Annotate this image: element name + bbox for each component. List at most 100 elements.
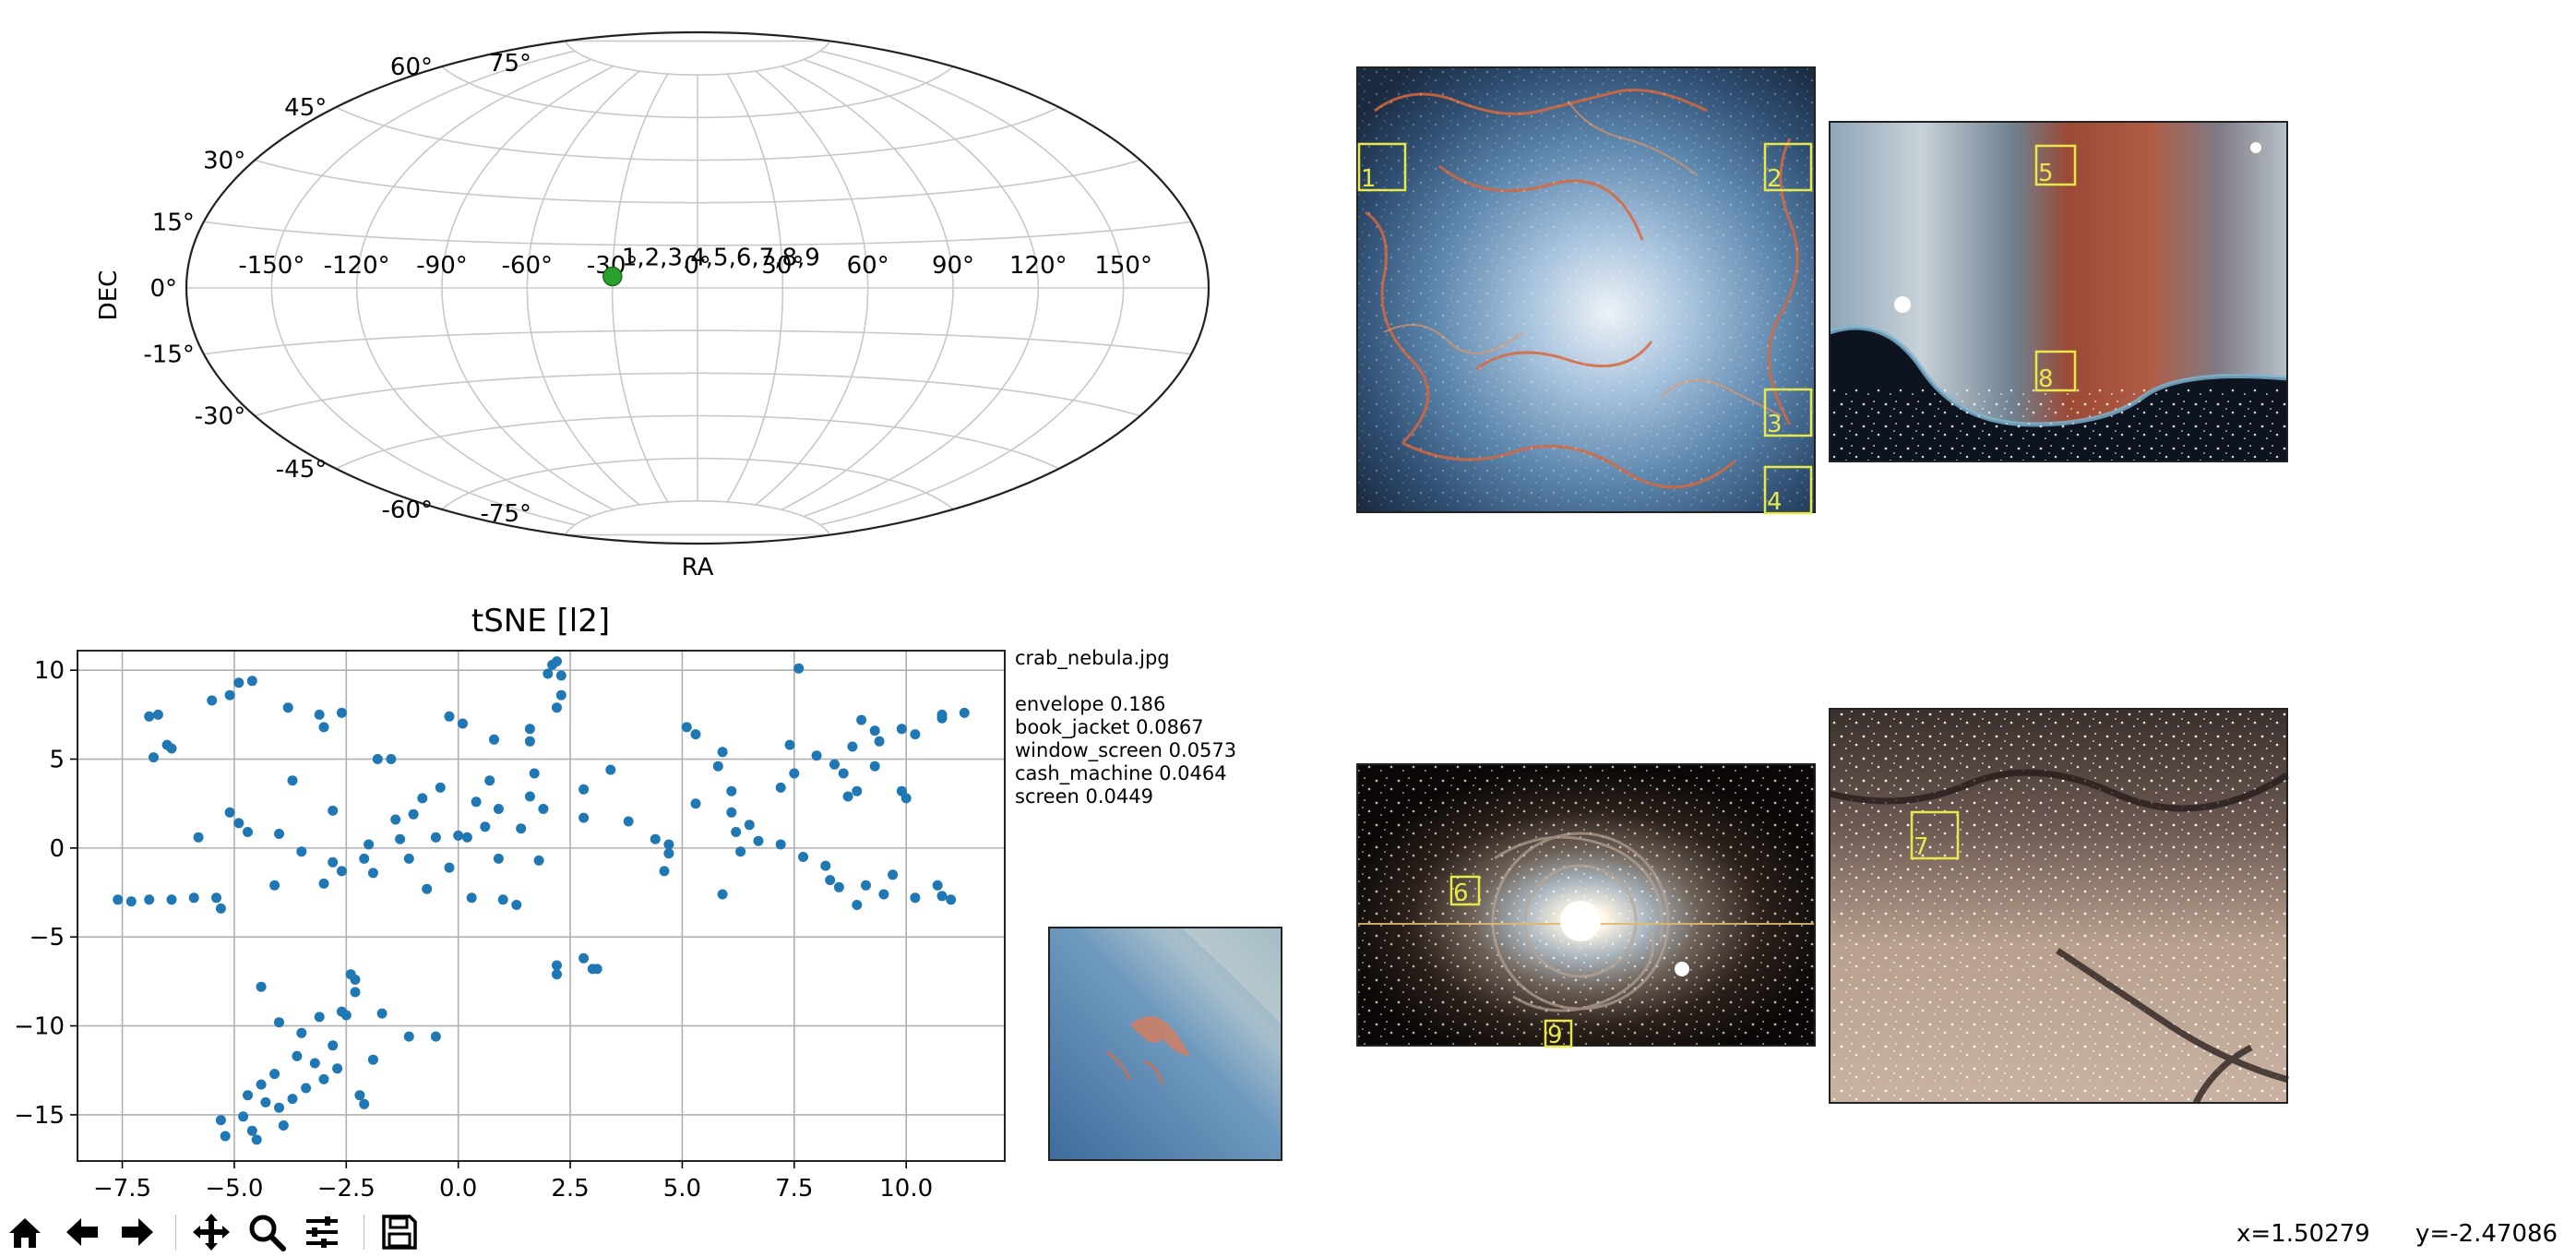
scatter-point[interactable] xyxy=(493,804,504,814)
scatter-point[interactable] xyxy=(842,791,853,802)
scatter-point[interactable] xyxy=(292,1050,303,1061)
scatter-point[interactable] xyxy=(152,709,163,720)
detection-box[interactable] xyxy=(1910,810,1960,860)
scatter-point[interactable] xyxy=(278,1120,289,1131)
scatter-point[interactable] xyxy=(430,832,441,843)
scatter-point[interactable] xyxy=(274,829,284,839)
scatter-point[interactable] xyxy=(681,722,692,733)
scatter-point[interactable] xyxy=(328,1040,339,1051)
scatter-point[interactable] xyxy=(444,711,455,722)
scatter-point[interactable] xyxy=(269,880,280,891)
scatter-point[interactable] xyxy=(910,892,921,904)
scatter-point[interactable] xyxy=(318,722,329,733)
scatter-point[interactable] xyxy=(555,689,566,700)
scatter-point[interactable] xyxy=(524,791,535,802)
scatter-point[interactable] xyxy=(869,725,880,736)
scatter-point[interactable] xyxy=(533,855,544,866)
scatter-point[interactable] xyxy=(690,729,701,740)
scatter-point[interactable] xyxy=(243,1090,253,1101)
scatter-point[interactable] xyxy=(869,760,880,772)
scatter-point[interactable] xyxy=(269,1069,280,1080)
scatter-point[interactable] xyxy=(878,889,889,900)
save-icon[interactable] xyxy=(378,1211,421,1253)
scatter-point[interactable] xyxy=(372,754,383,764)
detection-box[interactable] xyxy=(1449,875,1481,906)
scatter-point[interactable] xyxy=(798,852,808,862)
scatter-point[interactable] xyxy=(417,793,428,804)
scatter-point[interactable] xyxy=(480,821,491,832)
scatter-point[interactable] xyxy=(726,785,737,796)
thumbnail-4[interactable]: 7 xyxy=(1829,708,2289,1105)
pan-icon[interactable] xyxy=(190,1211,233,1253)
scatter-point[interactable] xyxy=(224,807,235,818)
detection-box[interactable] xyxy=(1763,142,1813,192)
detection-box[interactable] xyxy=(2034,350,2077,392)
scatter-point[interactable] xyxy=(260,1096,271,1107)
scatter-point[interactable] xyxy=(246,676,257,687)
scatter-point[interactable] xyxy=(578,784,590,795)
scatter-point[interactable] xyxy=(578,952,590,964)
scatter-point[interactable] xyxy=(246,1125,257,1136)
scatter-point[interactable] xyxy=(910,729,921,740)
scatter-point[interactable] xyxy=(663,839,674,850)
scatter-point[interactable] xyxy=(552,969,562,980)
scatter-point[interactable] xyxy=(403,1031,414,1042)
scatter-point[interactable] xyxy=(215,903,226,914)
scatter-point[interactable] xyxy=(233,818,244,829)
scatter-point[interactable] xyxy=(552,960,562,971)
scatter-point[interactable] xyxy=(775,782,786,793)
scatter-point[interactable] xyxy=(282,702,293,713)
scatter-point[interactable] xyxy=(314,1012,325,1023)
scatter-point[interactable] xyxy=(238,1111,249,1122)
scatter-point[interactable] xyxy=(220,1131,231,1142)
scatter-point[interactable] xyxy=(144,894,155,905)
scatter-point[interactable] xyxy=(946,894,957,905)
scatter-point[interactable] xyxy=(367,1054,378,1065)
scatter-point[interactable] xyxy=(543,668,554,679)
scatter-point[interactable] xyxy=(149,752,159,763)
scatter-point[interactable] xyxy=(717,889,728,900)
scatter-point[interactable] xyxy=(896,724,907,735)
scatter-point[interactable] xyxy=(784,739,795,750)
scatter-point[interactable] xyxy=(726,807,737,818)
scatter-point[interactable] xyxy=(386,754,397,764)
back-arrow-icon[interactable] xyxy=(61,1211,103,1253)
scatter-point[interactable] xyxy=(852,785,863,796)
scatter-point[interactable] xyxy=(453,830,464,841)
scatter-point[interactable] xyxy=(224,689,235,700)
scatter-point[interactable] xyxy=(650,833,661,844)
scatter-point[interactable] xyxy=(690,798,701,809)
scatter-point[interactable] xyxy=(493,853,504,864)
scatter-point[interactable] xyxy=(336,866,347,877)
scatter-point[interactable] xyxy=(287,775,298,786)
configure-icon[interactable] xyxy=(301,1211,343,1253)
scatter-point[interactable] xyxy=(435,782,446,793)
scatter-point[interactable] xyxy=(775,839,786,850)
scatter-point[interactable] xyxy=(458,718,468,729)
scatter-point[interactable] xyxy=(318,1073,329,1084)
detection-box[interactable] xyxy=(1357,142,1407,192)
scatter-point[interactable] xyxy=(852,900,863,910)
scatter-point[interactable] xyxy=(274,1017,284,1028)
scatter-point[interactable] xyxy=(959,707,970,718)
scatter-point[interactable] xyxy=(793,663,805,674)
scatter-point[interactable] xyxy=(516,823,527,834)
scatter-point[interactable] xyxy=(659,866,670,877)
scatter-point[interactable] xyxy=(215,1115,226,1126)
scatter-point[interactable] xyxy=(712,760,723,772)
scatter-point[interactable] xyxy=(340,1010,352,1021)
scatter-point[interactable] xyxy=(461,832,472,843)
scatter-point[interactable] xyxy=(623,816,634,827)
scatter-point[interactable] xyxy=(552,656,562,667)
scatter-point[interactable] xyxy=(211,892,221,904)
scatter-point[interactable] xyxy=(847,741,858,752)
scatter-point[interactable] xyxy=(256,981,267,992)
scatter-point[interactable] xyxy=(529,768,540,779)
detection-box[interactable] xyxy=(2034,144,2077,186)
scatter-point[interactable] xyxy=(497,894,508,905)
scatter-point[interactable] xyxy=(825,875,836,886)
scatter-point[interactable] xyxy=(422,883,433,894)
scatter-point[interactable] xyxy=(233,677,244,688)
sky-marker[interactable]: 1,2,3,4,5,6,7,8,9 xyxy=(602,245,820,287)
scatter-point[interactable] xyxy=(144,711,155,722)
